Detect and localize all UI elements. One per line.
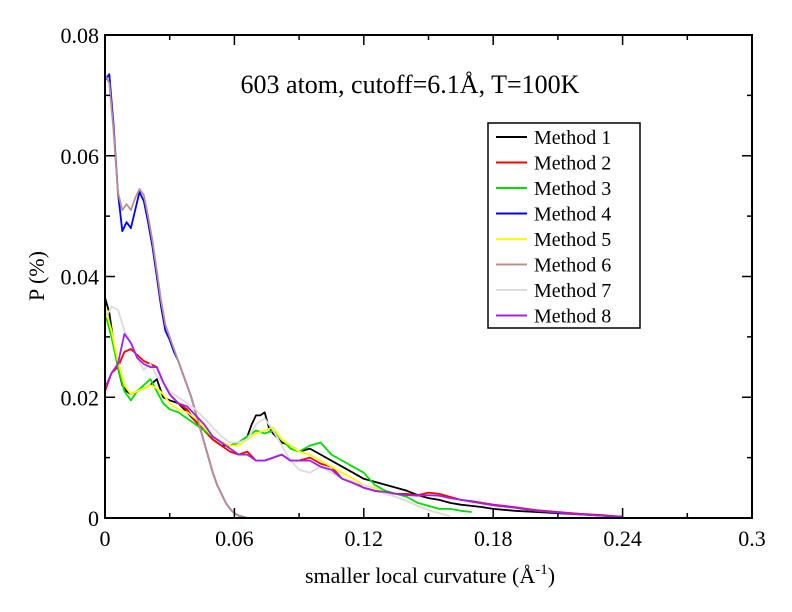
legend-label: Method 7 (534, 280, 611, 302)
legend-label: Method 4 (534, 204, 611, 226)
legend-label: Method 6 (534, 255, 611, 277)
x-tick-label: 0.06 (215, 526, 254, 551)
series-line-method-8 (104, 332, 623, 518)
y-tick-label: 0.02 (61, 385, 100, 410)
y-tick-label: 0 (88, 506, 99, 531)
legend-box (487, 122, 641, 329)
y-axis-label: P (%) (24, 251, 49, 301)
x-tick-label: 0.18 (474, 526, 513, 551)
legend-label: Method 3 (534, 178, 611, 200)
x-axis-label-superscript: -1 (535, 562, 548, 578)
x-axis-label-main: smaller local curvature (Å (305, 563, 535, 588)
series-line-method-5 (104, 306, 451, 518)
chart-title: 603 atom, cutoff=6.1Å, T=100K (241, 70, 580, 99)
x-tick-label: 0 (100, 526, 111, 551)
y-tick-label: 0.04 (61, 265, 100, 290)
legend: Method 1 Method 2 Method 3 Method 4 Method 5… (487, 122, 641, 329)
y-tick-label: 0.06 (61, 144, 100, 169)
legend-label: Method 5 (534, 229, 611, 251)
series-line-method-6 (104, 73, 248, 519)
x-tick-label: 0.3 (738, 526, 766, 551)
y-tick-label: 0.08 (61, 23, 100, 48)
series-layer (104, 73, 623, 519)
legend-label: Method 2 (534, 153, 611, 175)
ticks-layer: 0 0.06 0.12 0.18 0.24 0.3 0 0.02 0.04 0.06 0.08 (61, 23, 766, 551)
legend-label: Method 1 (534, 127, 611, 149)
x-axis-label: smaller local curvature (Å-1) (305, 562, 555, 588)
x-tick-label: 0.24 (603, 526, 642, 551)
legend-label: Method 8 (534, 306, 611, 328)
x-tick-label: 0.12 (345, 526, 384, 551)
x-axis-label-close: ) (548, 563, 555, 588)
